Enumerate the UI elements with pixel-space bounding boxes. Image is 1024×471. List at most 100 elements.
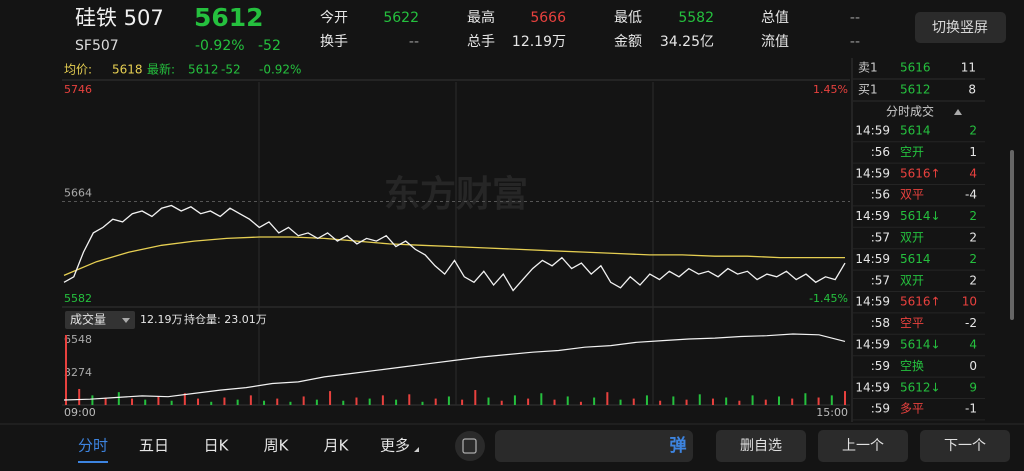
trade-time: :57: [871, 273, 890, 287]
volume-bar: [553, 399, 556, 405]
period-tab[interactable]: 五日: [139, 437, 169, 455]
trade-price: 5614: [900, 124, 931, 138]
volume-bar: [276, 398, 279, 405]
action-button[interactable]: [818, 430, 908, 462]
volume-bar: [474, 390, 477, 405]
trades-title: 分时成交: [886, 104, 934, 119]
volume-bar: [645, 395, 648, 405]
trade-qty: -1: [965, 402, 977, 416]
trade-time: 14:59: [855, 124, 890, 138]
volume-bar: [725, 397, 728, 405]
volume-bar: [144, 399, 147, 405]
volume-bar: [579, 401, 582, 405]
comment-input[interactable]: [495, 430, 693, 462]
volume-bar: [381, 395, 384, 405]
field-label: 最低: [614, 10, 642, 26]
volume-bar: [170, 400, 173, 405]
volume-bar: [355, 397, 358, 405]
latest-label: 最新:: [147, 62, 175, 77]
trade-time: 14:59: [855, 209, 890, 223]
volume-bar: [593, 397, 596, 405]
volume-bar: [632, 398, 635, 405]
trade-qty: 9: [969, 380, 977, 394]
action-button[interactable]: [920, 430, 1010, 462]
trade-price: 5616↑: [900, 166, 941, 180]
volume-bar: [223, 397, 226, 405]
action-button[interactable]: [716, 430, 806, 462]
period-tab[interactable]: 月K: [324, 437, 350, 455]
volume-bar: [527, 398, 530, 405]
volume-bar: [487, 397, 490, 405]
sort-arrow: [954, 109, 962, 115]
trade-time: :59: [871, 359, 890, 373]
trade-price: 双平: [900, 188, 924, 202]
volume-bar: [698, 394, 701, 405]
trade-qty: 10: [962, 295, 977, 309]
switch-orientation-label: 切换竖屏: [932, 19, 988, 36]
trade-price: 多平: [900, 402, 924, 416]
volume-bar: [566, 396, 569, 405]
period-tab[interactable]: 日K: [204, 437, 230, 455]
volume-bar: [395, 399, 398, 405]
volume-bar: [263, 400, 266, 405]
trade-qty: -4: [965, 188, 977, 202]
volume-bar: [302, 396, 305, 405]
period-tab[interactable]: 更多: [380, 437, 410, 455]
avg-price-line: [63, 236, 845, 276]
trade-price: 空平: [900, 316, 924, 330]
volume-bar: [104, 397, 107, 405]
latest-change: -52: [221, 63, 241, 77]
volume-bar: [513, 395, 516, 405]
field-value: 5582: [678, 10, 714, 26]
order-qty: 11: [961, 61, 976, 75]
scrollbar: [1010, 150, 1014, 320]
trade-qty: 2: [969, 273, 977, 287]
trade-time: 14:59: [855, 380, 890, 394]
volume-top-label: 6548: [64, 333, 92, 346]
volume-bar: [78, 388, 81, 405]
trade-price: 空开: [900, 145, 924, 159]
order-price: 5612: [900, 83, 931, 97]
note-icon[interactable]: [455, 431, 485, 461]
volume-bar: [830, 395, 833, 405]
volume-bar: [91, 395, 94, 405]
field-label: 换手: [320, 33, 348, 50]
trade-qty: 1: [969, 145, 977, 159]
instrument-name: 硅铁 507: [75, 6, 164, 30]
trade-qty: 4: [969, 338, 977, 352]
trade-time: :56: [871, 188, 890, 202]
trade-time: :56: [871, 145, 890, 159]
volume-selector[interactable]: [65, 311, 135, 329]
volume-bar: [236, 399, 239, 405]
field-value: 34.25亿: [660, 34, 714, 50]
danmu-toggle[interactable]: 弹: [670, 435, 687, 456]
order-qty: 8: [968, 83, 976, 97]
field-value: 5666: [530, 10, 566, 26]
trade-qty: 2: [969, 124, 977, 138]
trade-time: 14:59: [855, 295, 890, 309]
trade-qty: 4: [969, 166, 977, 180]
field-label: 总手: [467, 34, 495, 50]
avg-value: 5618: [112, 63, 143, 77]
open-interest-line: [63, 333, 846, 401]
trade-time: 14:59: [855, 252, 890, 266]
switch-orientation-button[interactable]: [915, 12, 1006, 43]
note-glyph: [462, 438, 477, 454]
period-tab[interactable]: 周K: [264, 437, 290, 455]
trade-price: 5616↑: [900, 295, 941, 309]
trade-qty: 2: [969, 231, 977, 245]
time-end: 15:00: [816, 406, 848, 419]
field-value: 12.19万: [512, 34, 566, 50]
change: -52: [258, 38, 281, 54]
trade-price: 5614↓: [900, 209, 941, 223]
volume-bar: [421, 401, 424, 405]
pct-bottom-label: -1.45%: [809, 292, 848, 305]
latest-pct: -0.92%: [259, 63, 301, 77]
trade-time: :59: [871, 402, 890, 416]
latest-value: 5612: [188, 63, 219, 77]
price-top-label: 5746: [64, 83, 92, 96]
volume-bar: [764, 399, 767, 405]
avg-label: 均价:: [64, 63, 92, 77]
volume-bar: [711, 398, 714, 405]
period-tab[interactable]: 分时: [78, 437, 108, 455]
